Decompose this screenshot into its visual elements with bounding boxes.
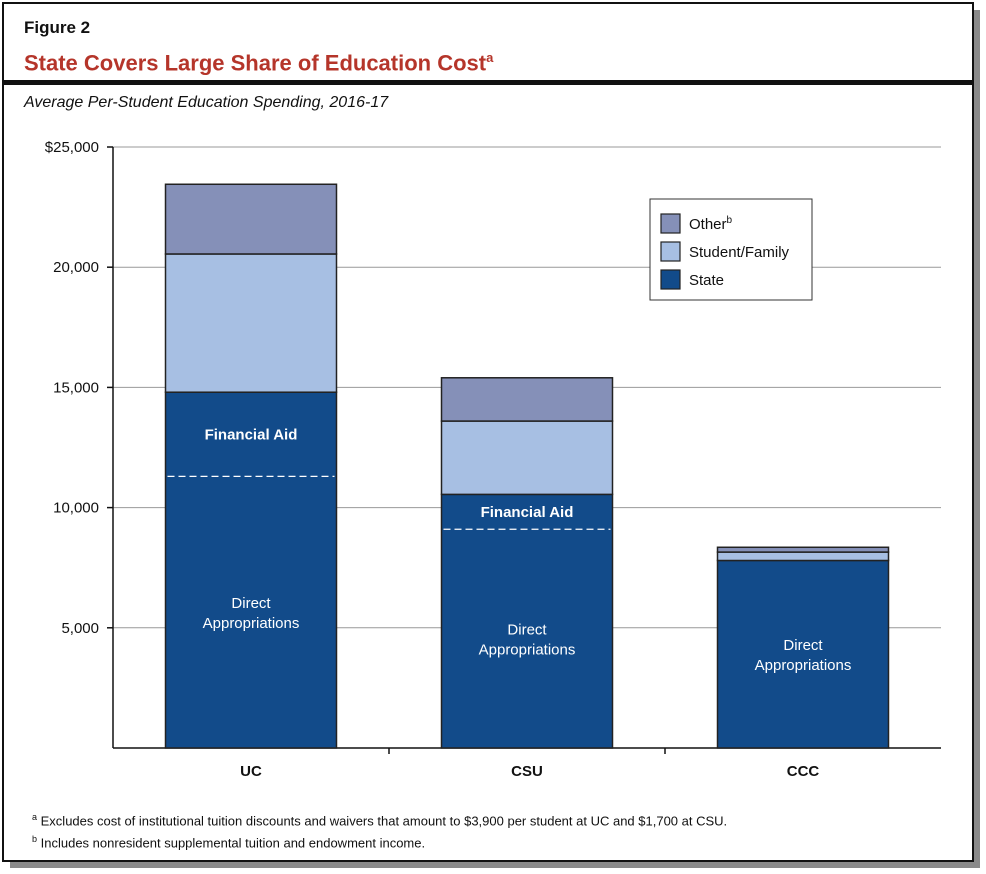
figure-label: Figure 2 — [24, 18, 91, 37]
legend-label: State — [689, 272, 724, 289]
x-category-label: UC — [240, 763, 262, 780]
direct-appropriations-label-line2: Appropriations — [755, 657, 852, 674]
footnote-mark: b — [32, 834, 38, 844]
y-tick-label: 10,000 — [53, 500, 99, 517]
bar-segment-other — [716, 546, 890, 553]
footnote-mark: a — [32, 812, 38, 822]
direct-appropriations-label-line1: Direct — [783, 637, 823, 654]
chart-subtitle: Average Per-Student Education Spending, … — [24, 94, 389, 111]
direct-appropriations-label-line1: Direct — [231, 595, 271, 612]
title-footnote-mark: a — [486, 50, 494, 65]
bar-segment-other — [164, 183, 338, 255]
bar-segment-other — [440, 377, 614, 422]
title-rule — [4, 80, 972, 85]
legend-label: Student/Family — [689, 244, 790, 261]
direct-appropriations-label-line1: Direct — [507, 622, 547, 639]
legend-swatch — [660, 213, 681, 234]
bar-segment-student-family — [716, 551, 890, 562]
bar-segment-state — [716, 559, 890, 749]
y-tick-label: 5,000 — [61, 620, 99, 637]
x-category-label: CSU — [511, 763, 543, 780]
financial-aid-label: Financial Aid — [481, 504, 574, 521]
y-tick-label: 20,000 — [53, 259, 99, 276]
legend-swatch — [660, 241, 681, 262]
bar-segment-student-family — [440, 420, 614, 496]
x-category-label: CCC — [787, 763, 820, 780]
footnote-text: Includes nonresident supplemental tuitio… — [40, 835, 426, 851]
bar-segment-student-family — [164, 253, 338, 393]
footnote-text: Excludes cost of institutional tuition d… — [40, 813, 728, 829]
y-tick-label: $25,000 — [45, 139, 99, 156]
chart-title: State Covers Large Share of Education Co… — [24, 50, 493, 76]
direct-appropriations-label-line2: Appropriations — [203, 615, 300, 632]
legend-swatch — [660, 269, 681, 290]
bar-segment-state — [164, 391, 338, 749]
title-text: State Covers Large Share of Education Co… — [24, 50, 487, 76]
footnote-a: a Excludes cost of institutional tuition… — [32, 812, 727, 828]
legend-footnote-mark: b — [727, 215, 733, 226]
bar-segment-state — [440, 493, 614, 749]
legend-label: Otherb — [689, 215, 733, 233]
footnote-b: b Includes nonresident supplemental tuit… — [32, 834, 425, 850]
financial-aid-label: Financial Aid — [205, 426, 298, 443]
direct-appropriations-label-line2: Appropriations — [479, 642, 576, 659]
y-tick-label: 15,000 — [53, 379, 99, 396]
